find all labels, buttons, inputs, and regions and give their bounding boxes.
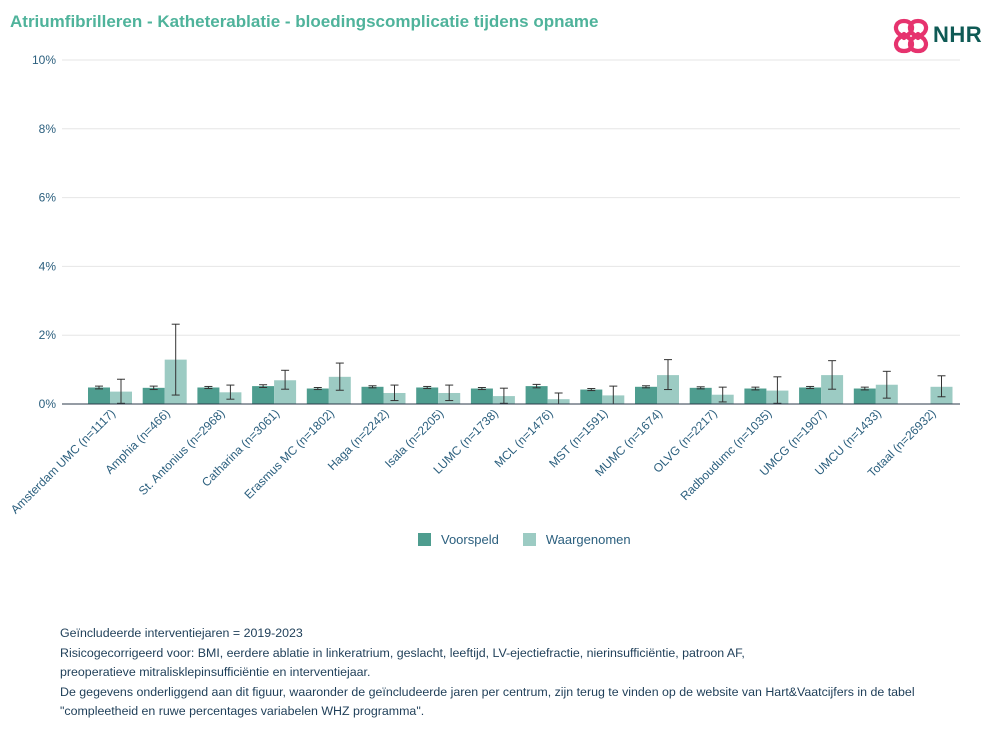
error-bar [95,385,103,390]
legend: Voorspeld Waargenomen [418,532,647,547]
bar-waargenomen [274,380,297,404]
bars [88,359,953,404]
error-bar [423,385,432,390]
error-bar [718,386,727,403]
footnote-line: "compleetheid en ruwe percentages variab… [60,704,425,718]
x-tick-label: Erasmus MC (n=1802) [241,406,336,501]
footnote-line: Risicogecorrigeerd voor: BMI, eerdere ab… [60,645,745,660]
bar-voorspeld [853,388,876,404]
y-tick-label: 6% [39,191,57,205]
legend-item-voorspeld: Voorspeld [418,532,499,547]
error-bar [281,369,290,390]
bar-voorspeld [635,386,657,404]
footnote-line: preoperatieve mitralisklepinsufficiëntie… [60,665,371,679]
nhr-logo-icon [893,18,929,54]
x-axis-tick-labels: Amsterdam UMC (n=1117)Amphia (n=466)St. … [8,406,939,516]
error-bar [117,378,125,404]
bar-voorspeld [799,387,822,404]
error-bar [664,359,672,391]
bar-voorspeld [744,388,767,404]
y-tick-label: 0% [39,397,57,411]
bar-voorspeld [525,386,548,404]
y-tick-label: 4% [39,259,57,273]
y-axis-tick-labels: 0% 2% 4% 6% 8% 10% [32,53,56,411]
bar-voorspeld [470,388,493,404]
error-bar [499,387,508,404]
error-bar [806,385,815,390]
bar-voorspeld [252,386,275,404]
footnote: Geïncludeerde interventiejaren = 2019-20… [60,624,980,722]
error-bar [751,386,760,391]
error-bar [696,386,705,390]
error-bar [477,386,486,391]
legend-swatch-waargenomen [522,533,536,546]
bar-voorspeld [416,387,439,404]
bar-voorspeld [142,387,165,404]
error-bar [335,362,344,391]
bar-voorspeld [580,389,603,404]
x-tick-label: Amsterdam UMC (n=1117) [8,406,118,516]
error-bar [171,323,180,396]
error-bar [642,385,650,389]
bar-voorspeld [361,386,384,404]
bar-chart: 0% 2% 4% 6% 8% 10% Amsterdam UMC (n=1117)Amph… [8,53,960,516]
bar-voorspeld [197,387,220,404]
legend-label-voorspeld: Voorspeld [441,532,499,547]
gridlines [62,59,960,336]
legend-item-waargenomen: Waargenomen [522,532,631,547]
error-bar [828,360,837,390]
footnote-line: De gegevens onderliggend aan dit figuur,… [60,684,915,699]
y-tick-label: 2% [39,328,57,342]
legend-label-waargenomen: Waargenomen [545,532,631,547]
bar-voorspeld [88,387,110,404]
bar-voorspeld [306,388,329,404]
error-bars [95,323,946,405]
x-tick-label: Radboudumc (n=1035) [678,406,775,503]
error-bar [390,384,399,402]
error-bar [860,386,869,391]
error-bar [204,385,213,390]
y-tick-label: 8% [39,122,57,136]
error-bar [587,388,596,392]
chart-title: Atriumfibrilleren - Katheterablatie - bl… [10,12,599,31]
error-bar [149,385,158,391]
error-bar [226,384,235,400]
legend-swatch-voorspeld [418,533,431,546]
bar-voorspeld [689,387,712,404]
error-bar [937,375,946,398]
error-bar [532,383,541,389]
error-bar [259,384,268,388]
error-bar [313,386,322,391]
error-bar [882,370,891,399]
error-bar [368,385,377,389]
y-tick-label: 10% [32,53,56,67]
logo-text: NHR [933,22,983,47]
footnote-line: Geïncludeerde interventiejaren = 2019-20… [60,626,303,640]
error-bar [773,376,782,404]
error-bar [445,384,454,402]
